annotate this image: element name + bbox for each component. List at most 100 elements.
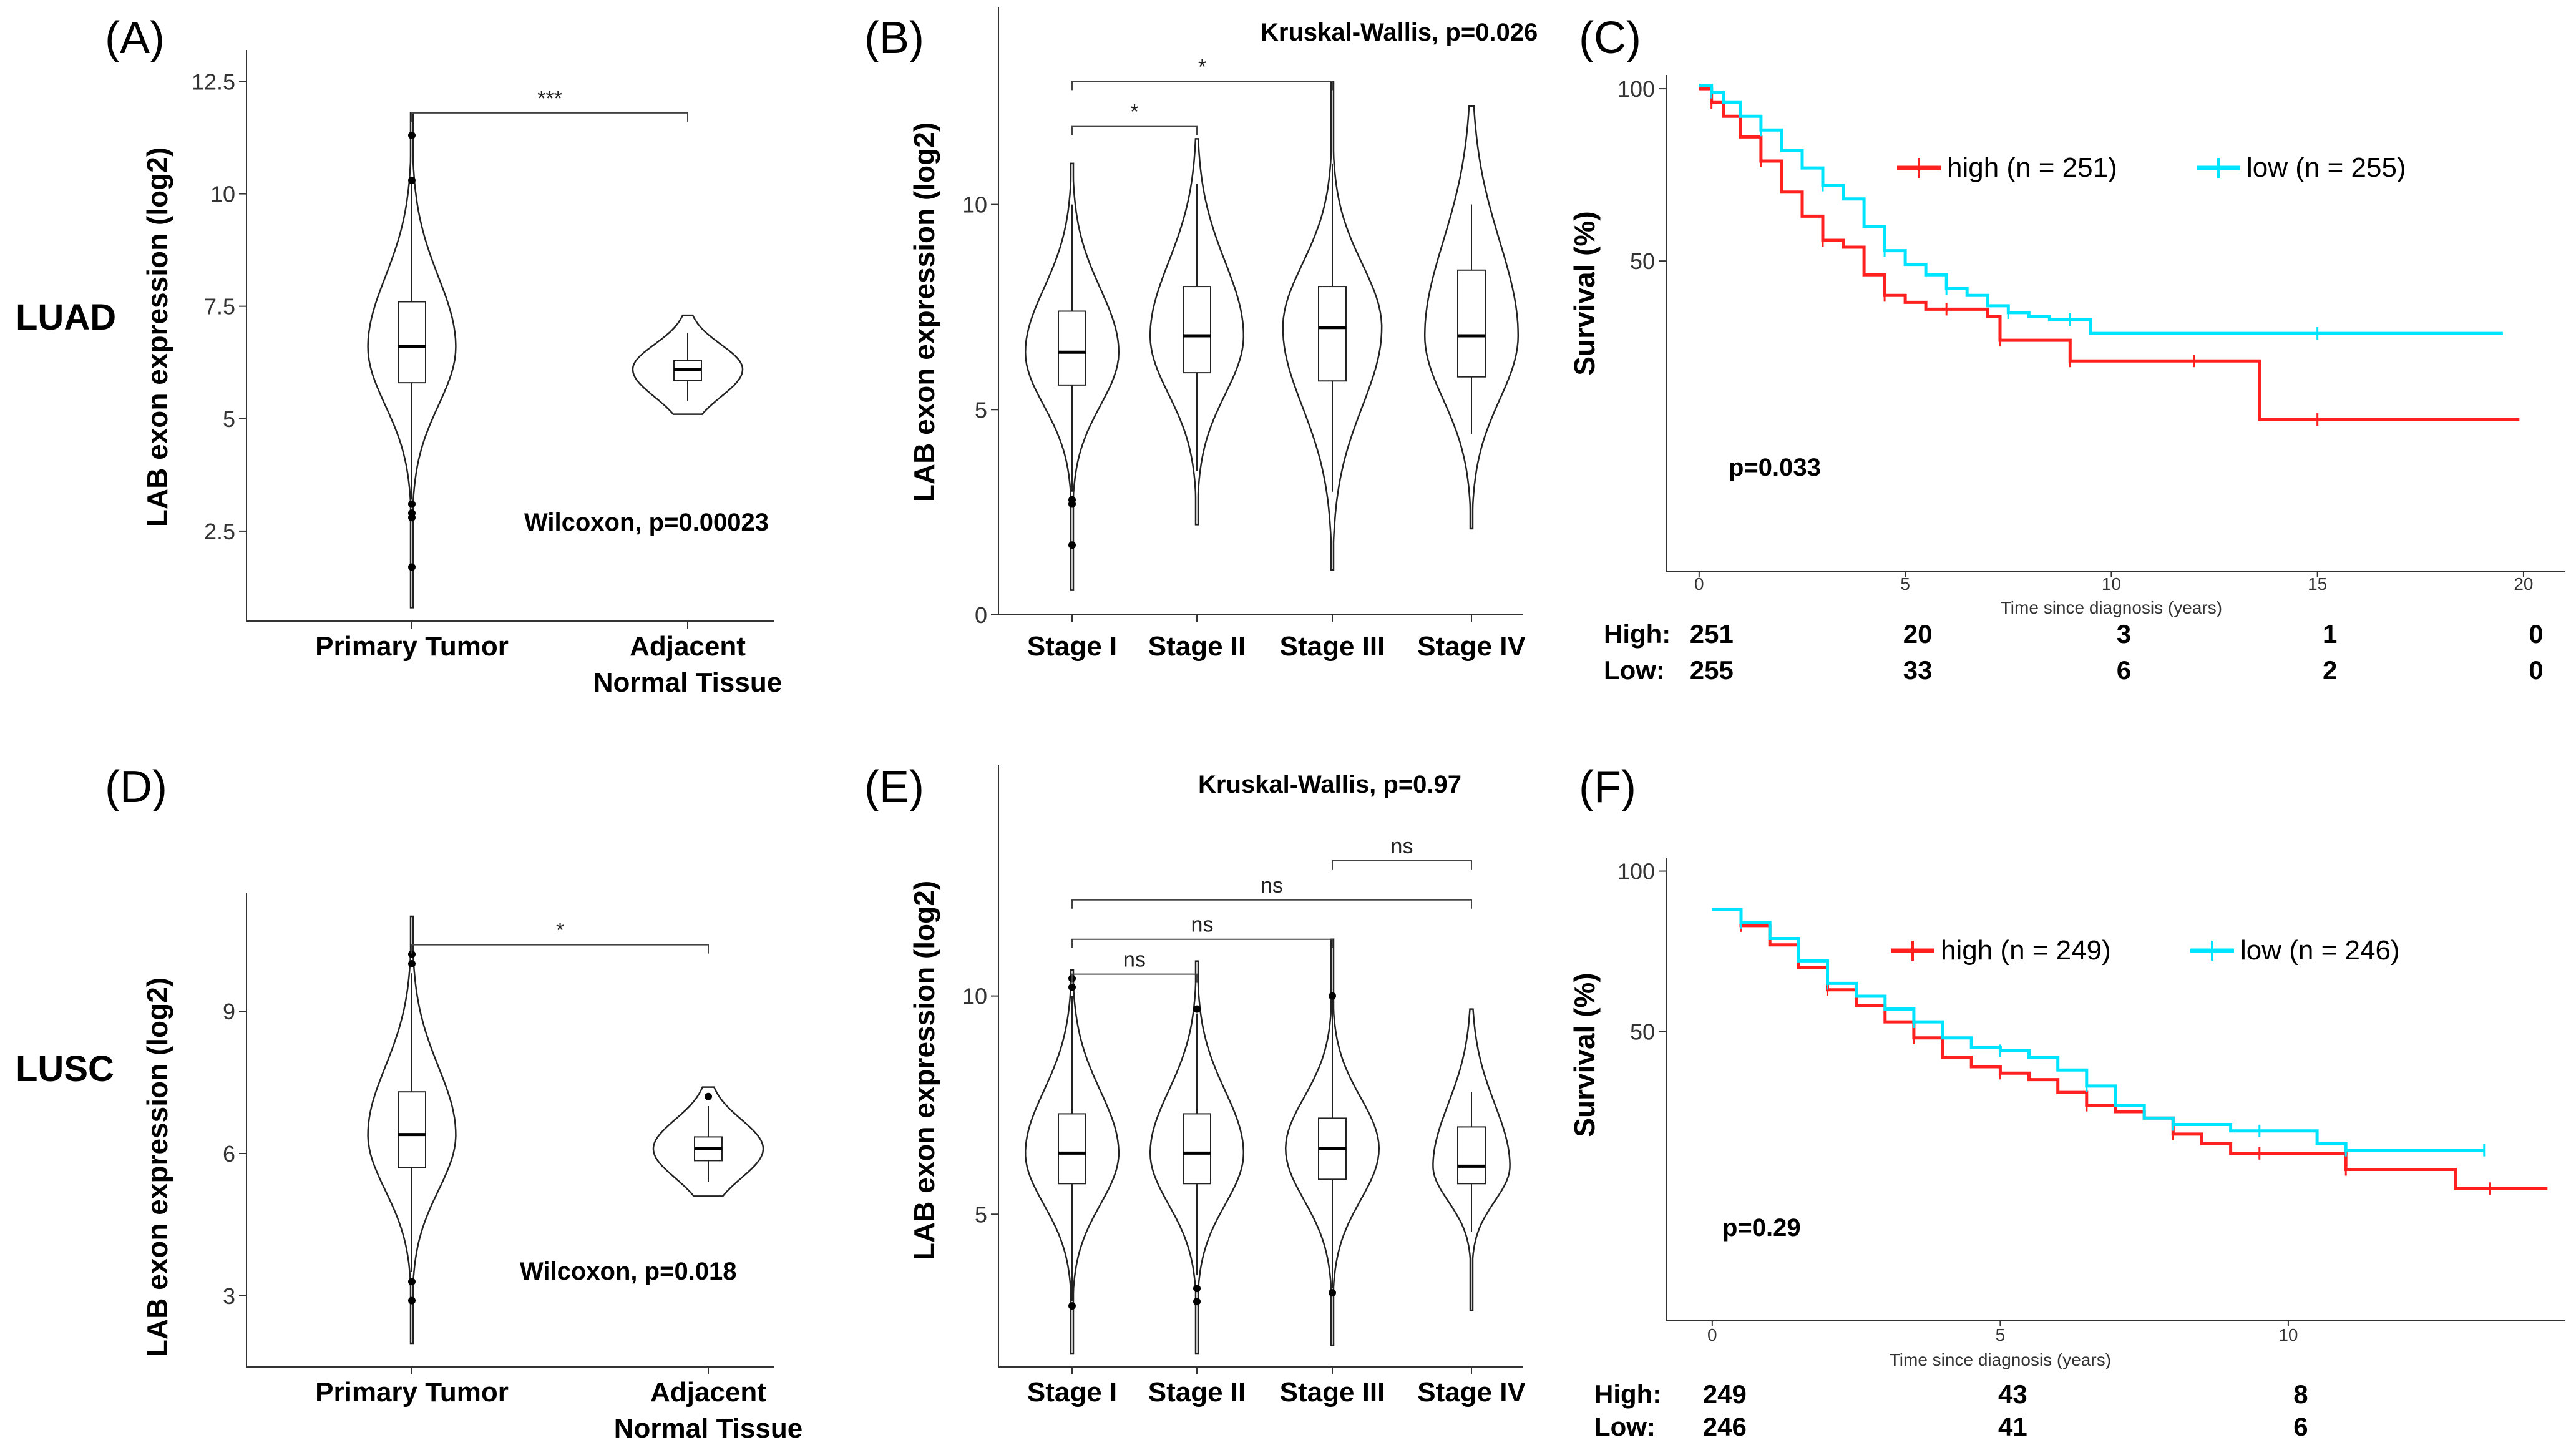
y-tick-label: 9 (223, 999, 235, 1024)
risk-row-label: High: (1604, 619, 1671, 649)
iqr-box (398, 1091, 426, 1168)
y-tick-label: 0 (975, 602, 987, 628)
violin-group (1284, 938, 1380, 1346)
violin-shape (1149, 138, 1245, 526)
violin-shape (1149, 960, 1245, 1355)
significance-bracket: * (411, 919, 709, 954)
survival-curve-low (1699, 84, 2503, 340)
category-label: Adjacent (630, 631, 746, 662)
stat-annotation: p=0.29 (1722, 1214, 1801, 1242)
legend-label: high (n = 251) (1947, 152, 2117, 183)
panel-label: (F) (1579, 762, 1636, 812)
iqr-box (1183, 286, 1211, 374)
significance-label: ns (1391, 835, 1413, 858)
x-axis-title: Time since diagnosis (years) (2001, 598, 2222, 617)
x-axis-title: Time since diagnosis (years) (1890, 1350, 2111, 1369)
iqr-box (1058, 1113, 1086, 1185)
outlier-point (408, 514, 416, 522)
significance-label: * (1198, 55, 1206, 79)
risk-count: 1 (2323, 619, 2337, 649)
outlier-point (408, 1296, 416, 1305)
panel-f: (F) 50 100 Survival (%) p=0.29 0 5 10 Time since… (1568, 762, 2565, 1441)
legend-entry: low (n = 255) (2197, 152, 2406, 183)
outlier-point (1068, 500, 1076, 508)
risk-count: 249 (1703, 1379, 1747, 1409)
outlier-point (1068, 1302, 1076, 1310)
significance-label: * (556, 919, 564, 943)
x-tick-label: 5 (1996, 1325, 2006, 1345)
category-label: Stage IV (1417, 631, 1526, 662)
stat-annotation: Kruskal-Wallis, p=0.97 (1198, 771, 1461, 798)
bracket-line (1071, 938, 1333, 948)
risk-row-label: Low: (1604, 655, 1665, 685)
y-tick-label: 12.5 (192, 69, 235, 94)
outlier-point (1329, 1289, 1336, 1297)
outlier-point (1193, 1005, 1201, 1013)
violin-shape (1024, 969, 1120, 1355)
risk-count: 6 (2117, 655, 2131, 685)
violin-group (367, 915, 457, 1345)
y-tick-label: 10 (962, 984, 987, 1009)
violin-group (1024, 969, 1120, 1355)
iqr-box (1058, 310, 1086, 386)
category-label: Normal Tissue (614, 1413, 803, 1444)
violin-group (632, 314, 744, 415)
y-tick-label: 5 (223, 406, 235, 432)
outlier-point (408, 950, 416, 958)
violin-group (1432, 1008, 1511, 1311)
stat-annotation: Wilcoxon, p=0.018 (520, 1258, 737, 1285)
panel-label: (A) (105, 13, 165, 63)
stat-annotation: p=0.033 (1729, 454, 1821, 481)
category-label: Adjacent (650, 1377, 766, 1408)
y-axis-title: LAB exon expression (log2) (141, 977, 173, 1357)
y-tick-label: 7.5 (204, 294, 235, 320)
violin-group (1149, 138, 1245, 526)
risk-row-label: Low: (1594, 1412, 1656, 1441)
panel-d: (D) 3 6 9 LAB exon expression (log2) Wilcoxon… (105, 762, 803, 1444)
legend-entry: high (n = 249) (1891, 935, 2111, 966)
significance-label: * (1130, 100, 1138, 124)
x-tick-label: 10 (2102, 574, 2121, 594)
x-tick-label: 10 (2278, 1325, 2298, 1345)
survival-curve-low (1712, 908, 2486, 1157)
y-tick-label: 6 (223, 1141, 235, 1167)
panel-label: (E) (864, 762, 924, 812)
outlier-point (408, 1278, 416, 1286)
significance-label: ns (1261, 874, 1283, 898)
risk-count: 8 (2293, 1379, 2308, 1409)
iqr-box (398, 301, 426, 384)
y-tick-label: 50 (1630, 248, 1655, 274)
outlier-point (705, 1092, 712, 1100)
violin-group (1024, 162, 1120, 591)
category-label: Primary Tumor (315, 631, 509, 662)
y-axis-title: LAB exon expression (log2) (908, 881, 940, 1260)
risk-count: 251 (1690, 619, 1734, 649)
survival-step-line (1699, 87, 2520, 421)
y-tick-label: 100 (1617, 76, 1655, 102)
row-label-lusc: LUSC (16, 1049, 114, 1089)
panel-a: (A) 2.5 5 7.5 10 12.5 LAB exon expression (log… (105, 13, 782, 698)
risk-count: 20 (1903, 619, 1933, 649)
risk-count: 33 (1903, 655, 1933, 685)
category-label: Stage II (1148, 631, 1246, 662)
survival-curve-high (1712, 908, 2548, 1195)
y-axis-title: Survival (%) (1568, 211, 1601, 375)
significance-label: *** (537, 87, 562, 110)
violin-group (1282, 81, 1383, 571)
significance-bracket: * (1071, 55, 1333, 91)
x-tick-label: 15 (2308, 574, 2327, 594)
risk-count: 246 (1703, 1412, 1747, 1441)
outlier-point (408, 960, 416, 967)
violin-shape (632, 314, 744, 415)
legend-label: low (n = 255) (2247, 152, 2406, 183)
outlier-point (1068, 983, 1076, 991)
y-tick-label: 5 (975, 1202, 987, 1227)
bracket-line (411, 944, 709, 954)
bracket-line (1071, 899, 1472, 909)
risk-row-label: High: (1594, 1379, 1661, 1409)
violin-shape (1024, 162, 1120, 591)
row-label-luad: LUAD (16, 297, 116, 338)
category-label: Stage IV (1417, 1377, 1526, 1408)
violin-shape (367, 915, 457, 1345)
